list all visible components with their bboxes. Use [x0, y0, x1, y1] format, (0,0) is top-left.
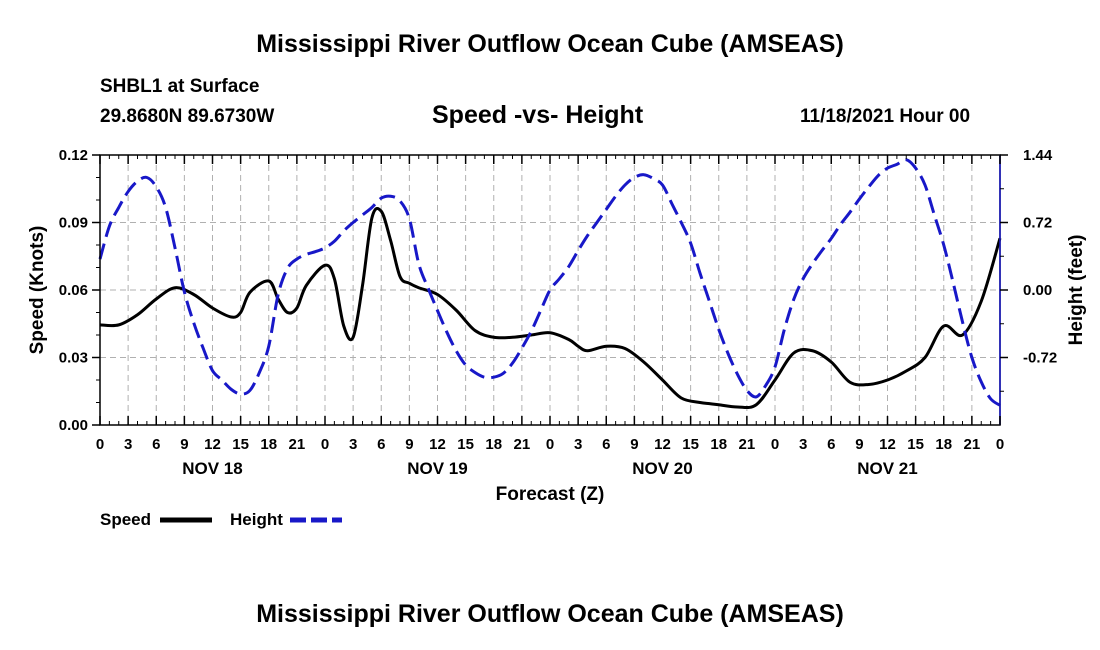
x-tick-label: 21	[514, 436, 531, 453]
y2-tick-label: 0.00	[1023, 282, 1052, 299]
x-tick-label: 0	[321, 436, 329, 453]
x-tick-label: 9	[180, 436, 188, 453]
y-tick-label: 0.03	[59, 350, 88, 367]
x-tick-label: 12	[204, 436, 221, 453]
x-tick-label: 21	[739, 436, 756, 453]
y-axis-label: Speed (Knots)	[27, 226, 48, 355]
axes: 0 3 6 9 12 15 18 21 0 3 6 9 12 15 18 21 0 3 6 9 12 15 18 21 0 3 6 9…	[59, 147, 1057, 478]
x-tick-label: 18	[935, 436, 952, 453]
x-tick-label: 18	[260, 436, 277, 453]
footer-title: Mississippi River Outflow Ocean Cube (AM…	[256, 600, 844, 628]
x-tick-label: 9	[405, 436, 413, 453]
x-tick-label: 15	[682, 436, 699, 453]
y2-axis-label: Height (feet)	[1066, 235, 1087, 346]
day-label: NOV 18	[182, 459, 242, 478]
x-tick-label: 3	[349, 436, 357, 453]
legend-speed-label: Speed	[100, 510, 151, 529]
x-tick-label: 18	[485, 436, 502, 453]
x-tick-label: 0	[96, 436, 104, 453]
x-tick-label: 3	[574, 436, 582, 453]
x-tick-label: 21	[964, 436, 981, 453]
day-label: NOV 19	[407, 459, 467, 478]
y-tick-label: 0.12	[59, 147, 88, 164]
chart-title: Mississippi River Outflow Ocean Cube (AM…	[256, 30, 844, 58]
x-tick-label: 9	[630, 436, 638, 453]
x-tick-label: 21	[289, 436, 306, 453]
y2-tick-label: -0.72	[1023, 350, 1057, 367]
x-tick-label: 9	[855, 436, 863, 453]
x-tick-label: 12	[879, 436, 896, 453]
x-tick-label: 0	[771, 436, 779, 453]
forecast-datetime: 11/18/2021 Hour 00	[800, 106, 971, 127]
day-label: NOV 21	[857, 459, 917, 478]
x-tick-label: 15	[232, 436, 249, 453]
series-line-speed	[99, 206, 1002, 410]
legend-height-label: Height	[230, 510, 283, 529]
y2-tick-label: 1.44	[1023, 147, 1053, 164]
station-coordinates: 29.8680N 89.6730W	[100, 106, 275, 127]
x-tick-label: 3	[799, 436, 807, 453]
x-tick-label: 18	[710, 436, 727, 453]
y-tick-label: 0.00	[59, 417, 88, 434]
chart-subtitle: Speed -vs- Height	[432, 101, 644, 129]
x-tick-label: 12	[429, 436, 446, 453]
day-label: NOV 20	[632, 459, 692, 478]
x-tick-label: 15	[457, 436, 474, 453]
station-label: SHBL1 at Surface	[100, 76, 260, 97]
x-axis-label: Forecast (Z)	[496, 484, 605, 505]
x-tick-label: 6	[377, 436, 385, 453]
x-tick-label: 12	[654, 436, 671, 453]
y-tick-label: 0.06	[59, 282, 88, 299]
x-tick-label: 6	[152, 436, 160, 453]
x-tick-label: 0	[546, 436, 554, 453]
x-tick-label: 6	[602, 436, 610, 453]
x-tick-label: 0	[996, 436, 1004, 453]
x-tick-label: 6	[827, 436, 835, 453]
x-tick-label: 3	[124, 436, 132, 453]
series-layer	[98, 158, 1002, 410]
series-line-height	[98, 158, 1001, 407]
legend: Speed Height	[100, 510, 342, 529]
y-tick-label: 0.09	[59, 215, 88, 232]
y2-tick-label: 0.72	[1023, 215, 1052, 232]
x-tick-label: 15	[907, 436, 924, 453]
